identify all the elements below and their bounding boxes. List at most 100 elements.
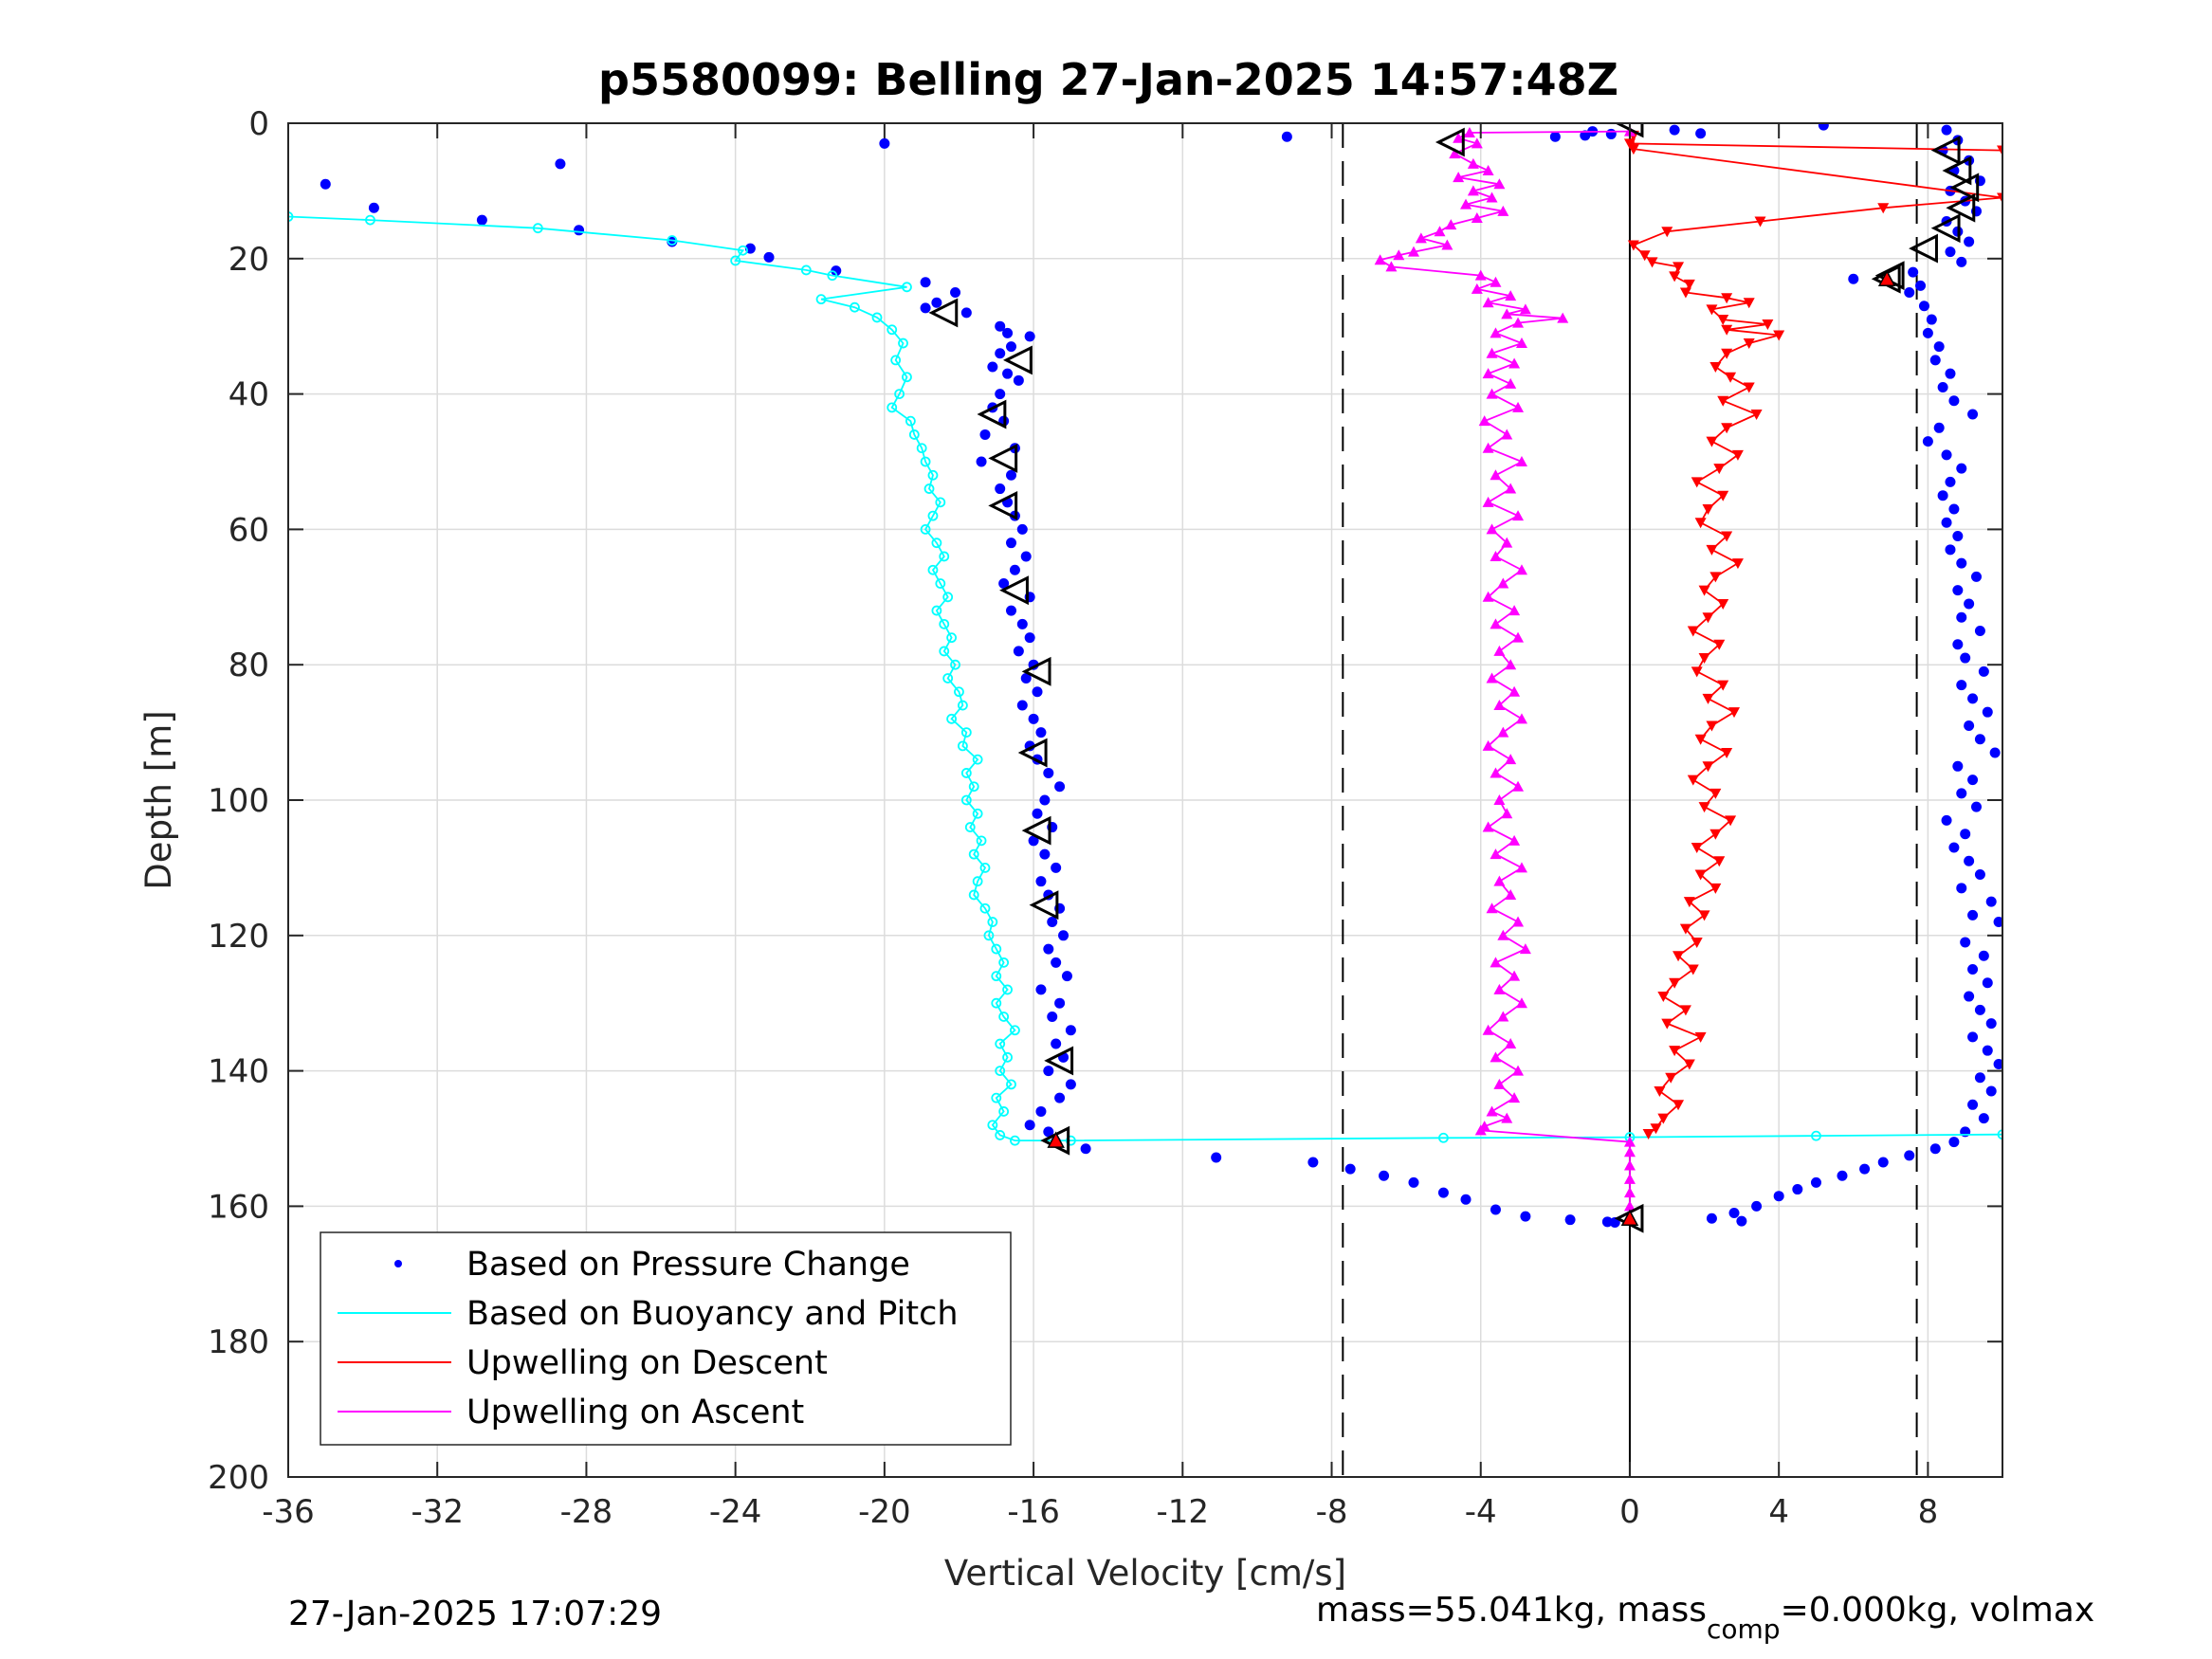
point-ascent bbox=[1453, 172, 1465, 183]
point-buoyancy bbox=[730, 255, 741, 266]
point-pressure bbox=[1948, 503, 1960, 515]
point-buoyancy bbox=[920, 524, 931, 535]
point-descent bbox=[1721, 531, 1733, 542]
point-descent bbox=[1717, 490, 1729, 501]
point-ascent bbox=[1493, 1078, 1506, 1089]
point-pressure bbox=[1054, 997, 1066, 1009]
point-buoyancy bbox=[1002, 1051, 1013, 1063]
point-ascent bbox=[1490, 1051, 1502, 1063]
point-pressure bbox=[1956, 788, 1967, 799]
point-descent bbox=[1762, 319, 1774, 331]
point-descent bbox=[1661, 227, 1673, 238]
point-descent bbox=[1717, 395, 1729, 407]
point-pressure bbox=[1002, 368, 1014, 379]
point-pressure bbox=[1065, 1079, 1076, 1090]
point-ascent bbox=[1623, 1159, 1636, 1171]
point-descent bbox=[1721, 293, 1733, 304]
point-ascent bbox=[1486, 902, 1498, 914]
point-pressure bbox=[1956, 463, 1967, 474]
point-buoyancy bbox=[1438, 1132, 1449, 1143]
point-ascent bbox=[1490, 767, 1502, 778]
point-pressure bbox=[1043, 1066, 1054, 1077]
point-buoyancy bbox=[972, 754, 983, 765]
point-ascent bbox=[1515, 997, 1527, 1009]
point-descent bbox=[1717, 598, 1729, 610]
series-descent bbox=[1623, 130, 2002, 1140]
point-pressure bbox=[1974, 734, 1985, 745]
open-triangle-marker bbox=[1021, 656, 1051, 686]
point-pressure bbox=[574, 225, 585, 236]
point-descent bbox=[1679, 287, 1691, 299]
point-ascent bbox=[1508, 1092, 1521, 1103]
open-triangle-marker bbox=[1946, 192, 1976, 223]
point-ascent bbox=[1505, 754, 1517, 765]
point-buoyancy bbox=[991, 943, 1002, 955]
point-pressure bbox=[1985, 1085, 1997, 1097]
point-buoyancy bbox=[998, 1106, 1010, 1117]
point-descent bbox=[1702, 503, 1714, 515]
point-ascent bbox=[1515, 456, 1527, 466]
point-descent bbox=[1679, 1005, 1691, 1016]
point-pressure bbox=[1967, 1031, 1979, 1043]
open-triangle-marker bbox=[1029, 890, 1059, 921]
red-triangle-marker bbox=[1620, 1209, 1639, 1227]
point-pressure bbox=[1751, 1200, 1763, 1212]
point-pressure bbox=[555, 158, 566, 170]
point-ascent bbox=[1474, 269, 1487, 281]
point-ascent bbox=[1486, 523, 1498, 535]
point-ascent bbox=[1493, 794, 1506, 805]
point-ascent bbox=[1467, 157, 1479, 169]
point-pressure bbox=[1941, 814, 1952, 826]
point-ascent bbox=[1515, 862, 1527, 873]
point-pressure bbox=[1006, 538, 1017, 549]
point-pressure bbox=[1967, 909, 1979, 921]
legend-box bbox=[320, 1231, 1012, 1446]
y-tick-label: 80 bbox=[229, 647, 269, 684]
point-descent bbox=[1743, 382, 1755, 393]
point-buoyancy bbox=[972, 808, 983, 819]
point-descent bbox=[1750, 410, 1763, 421]
point-buoyancy bbox=[939, 551, 950, 562]
point-pressure bbox=[831, 265, 842, 277]
point-buoyancy bbox=[927, 469, 939, 481]
point-descent bbox=[1683, 279, 1695, 290]
point-pressure bbox=[1058, 930, 1069, 941]
x-tick-label: -12 bbox=[1157, 1493, 1210, 1531]
reference-lines bbox=[1342, 123, 1918, 1477]
point-descent bbox=[1691, 477, 1703, 488]
point-ascent bbox=[1486, 191, 1498, 203]
point-ascent bbox=[1623, 1187, 1636, 1198]
point-pressure bbox=[1952, 639, 1964, 650]
point-pressure bbox=[1956, 557, 1967, 569]
point-buoyancy bbox=[979, 863, 991, 873]
open-triangle-marker bbox=[1044, 1046, 1074, 1076]
legend-entry-buoyancy: Based on Buoyancy and Pitch bbox=[466, 1295, 959, 1333]
point-ascent bbox=[1508, 605, 1521, 616]
point-ascent bbox=[1508, 834, 1521, 846]
point-pressure bbox=[1490, 1204, 1501, 1215]
point-ascent bbox=[1460, 198, 1472, 210]
point-descent bbox=[1669, 1046, 1681, 1057]
point-buoyancy bbox=[1010, 1135, 1020, 1146]
point-ascent bbox=[1493, 875, 1506, 886]
footer-mass-info: mass=55.041kg, masscomp=0.000kg, volmax bbox=[1316, 1591, 2094, 1645]
point-ascent bbox=[1512, 1065, 1525, 1076]
point-buoyancy bbox=[931, 538, 942, 549]
y-tick-label: 0 bbox=[248, 105, 269, 143]
point-ascent bbox=[1505, 1038, 1517, 1049]
point-descent bbox=[1713, 464, 1726, 475]
point-pressure bbox=[1974, 1072, 1985, 1084]
y-tick-label: 160 bbox=[208, 1188, 269, 1226]
point-pressure bbox=[1039, 794, 1051, 806]
x-tick-label: -8 bbox=[1316, 1493, 1348, 1531]
point-pressure bbox=[879, 137, 890, 149]
point-pressure bbox=[1978, 950, 1989, 961]
x-tick-label: 8 bbox=[1918, 1493, 1939, 1531]
point-pressure bbox=[1728, 1208, 1740, 1219]
point-buoyancy bbox=[827, 270, 838, 282]
point-descent bbox=[1713, 856, 1726, 867]
legend: Based on Pressure Change Based on Buoyan… bbox=[320, 1231, 1012, 1446]
point-ascent bbox=[1497, 929, 1509, 940]
point-buoyancy bbox=[939, 646, 950, 657]
point-pressure bbox=[1964, 855, 1975, 866]
